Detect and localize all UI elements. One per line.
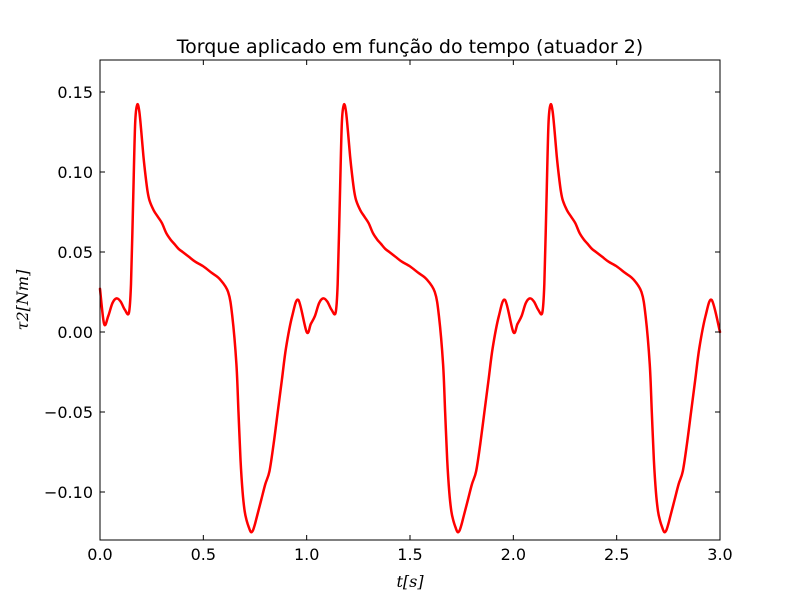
y-tick-label: −0.10 bbox=[44, 483, 93, 502]
plot-frame bbox=[99, 59, 721, 541]
y-tick-label: 0.05 bbox=[57, 243, 93, 262]
x-axis-label: t[s] bbox=[396, 572, 424, 591]
y-tick-label: 0.10 bbox=[57, 163, 93, 182]
x-tick-label: 1.5 bbox=[397, 545, 422, 564]
y-tick-label: 0.15 bbox=[57, 83, 93, 102]
x-tick-label: 0.5 bbox=[191, 545, 216, 564]
series-line-torque bbox=[98, 103, 722, 534]
x-tick-label: 2.0 bbox=[501, 545, 526, 564]
x-tick-label: 1.0 bbox=[294, 545, 319, 564]
plot-area bbox=[98, 59, 722, 541]
y-axis: −0.10 −0.05 0.00 0.05 0.10 0.15 bbox=[44, 83, 720, 502]
y-tick-label: −0.05 bbox=[44, 403, 93, 422]
x-tick-label: 0.0 bbox=[87, 545, 112, 564]
y-tick-label: 0.00 bbox=[57, 323, 93, 342]
y-axis-label: τ2[Nm] bbox=[13, 269, 32, 330]
x-tick-label: 3.0 bbox=[707, 545, 732, 564]
x-tick-label: 2.5 bbox=[604, 545, 629, 564]
x-axis: 0.0 0.5 1.0 1.5 2.0 2.5 3.0 bbox=[87, 60, 733, 564]
chart-title: Torque aplicado em função do tempo (atua… bbox=[176, 36, 643, 58]
